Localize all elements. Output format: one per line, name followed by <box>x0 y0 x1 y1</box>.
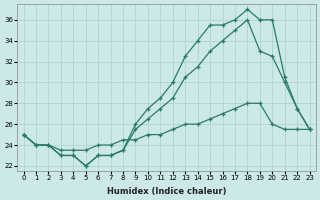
X-axis label: Humidex (Indice chaleur): Humidex (Indice chaleur) <box>107 187 226 196</box>
